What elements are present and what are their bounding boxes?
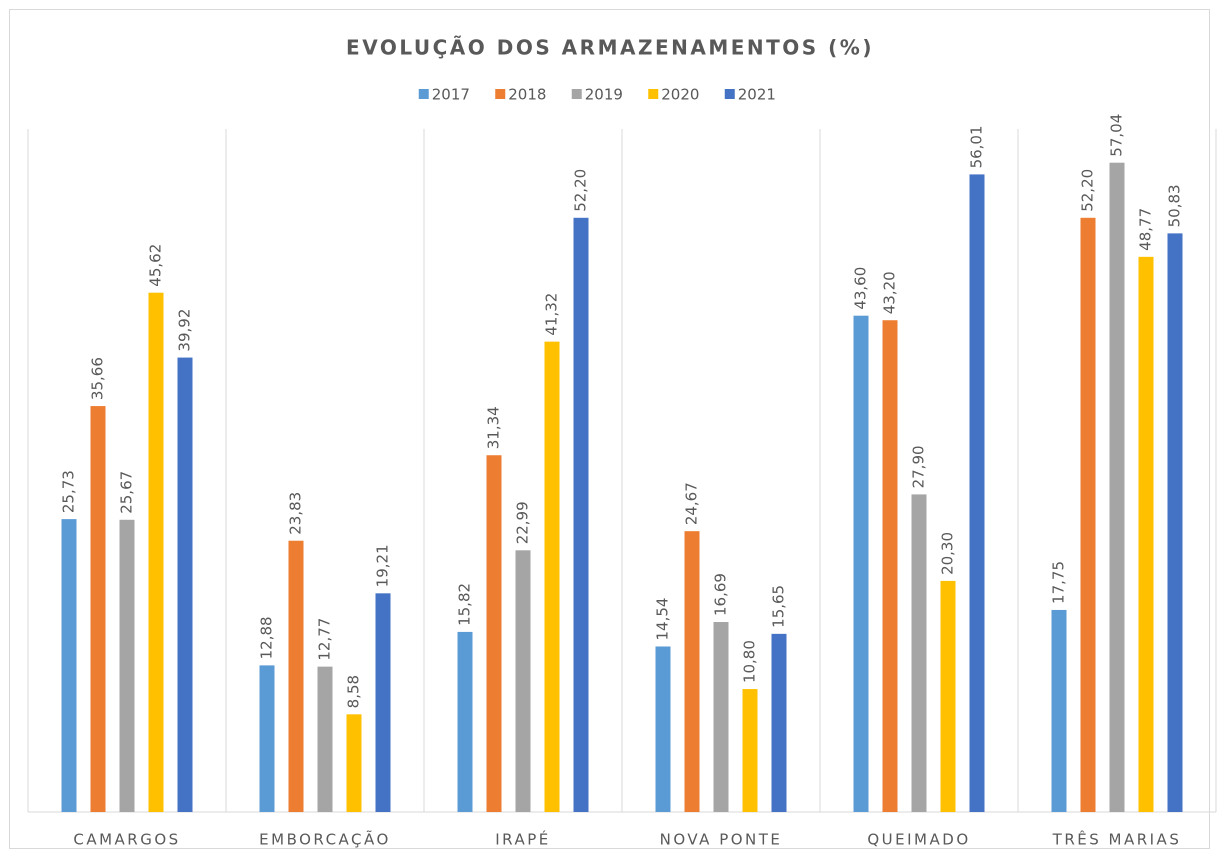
bar [655,646,671,812]
data-label: 35,66 [89,357,107,400]
bar [457,631,473,812]
data-label: 12,88 [258,616,276,659]
data-label: 24,67 [683,482,701,525]
data-label: 10,80 [741,640,759,683]
bar [148,292,164,812]
legend-label: 2020 [661,86,699,104]
data-label: 19,21 [374,544,392,587]
bar [1109,162,1125,812]
bar [486,455,502,812]
data-label: 43,60 [852,267,870,310]
bar [90,406,106,812]
chart-frame [9,9,1210,849]
bar [346,714,362,812]
bar [1080,217,1096,813]
bar [375,593,391,812]
data-label: 14,54 [654,598,672,641]
bar [119,519,135,812]
x-tick-label: CAMARGOS [73,831,180,849]
data-label: 25,73 [60,470,78,513]
chart-title: EVOLUÇÃO DOS ARMAZENAMENTOS (%) [346,36,874,60]
data-label: 52,20 [572,169,590,212]
data-label: 8,58 [345,675,363,708]
data-label: 31,34 [485,406,503,449]
bar [771,633,787,812]
bar [684,531,700,812]
legend-swatch [724,89,735,99]
bar [61,519,77,812]
bar [1167,233,1183,813]
legend-label: 2017 [432,86,470,104]
data-label: 39,92 [176,309,194,352]
data-label: 12,77 [316,618,334,661]
legend-swatch [571,89,582,99]
bar [317,666,333,812]
x-tick-label: NOVA PONTE [660,831,783,849]
bar [853,315,869,812]
legend-swatch [648,89,659,99]
data-label: 48,77 [1137,208,1155,251]
data-label: 16,69 [712,573,730,616]
data-label: 57,04 [1108,114,1126,157]
data-label: 22,99 [514,501,532,544]
data-label: 56,01 [968,125,986,168]
x-tick-label: IRAPÉ [495,830,551,849]
bar [940,580,956,812]
data-label: 15,65 [770,585,788,628]
data-label: 27,90 [910,445,928,488]
data-label: 23,83 [287,492,305,535]
bar [911,494,927,812]
data-label: 41,32 [543,293,561,336]
bar [1051,609,1067,812]
data-label: 50,83 [1166,184,1184,227]
data-label: 43,20 [881,271,899,314]
legend-swatch [418,89,429,99]
x-tick-label: EMBORCAÇÃO [259,830,391,849]
data-label: 15,82 [456,583,474,626]
bar [515,550,531,812]
legend-swatch [495,89,506,99]
data-label: 20,30 [939,532,957,575]
data-label: 45,62 [147,244,165,287]
bar [544,341,560,812]
legend-label: 2021 [738,86,776,104]
bar [713,622,729,812]
legend-label: 2019 [585,86,623,104]
bar [1138,256,1154,812]
bar [742,689,758,812]
legend-label: 2018 [508,86,546,104]
bar [969,174,985,812]
bar [288,540,304,812]
bar [882,320,898,812]
bar [259,665,275,812]
x-tick-label: TRÊS MARIAS [1052,830,1182,849]
data-label: 17,75 [1050,561,1068,604]
bar [177,357,193,812]
data-label: 25,67 [118,471,136,514]
data-label: 52,20 [1079,169,1097,212]
bar [573,217,589,813]
x-tick-label: QUEIMADO [867,831,970,849]
